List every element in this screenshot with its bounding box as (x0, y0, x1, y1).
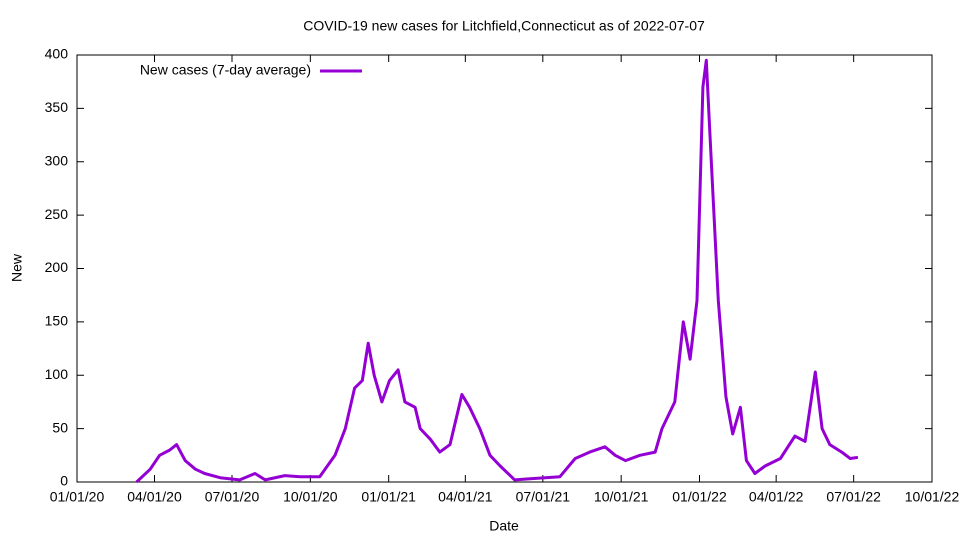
legend-label: New cases (7-day average) (140, 62, 311, 78)
y-tick-label: 0 (60, 473, 68, 489)
x-tick-label: 07/01/21 (516, 489, 571, 505)
x-tick-label: 01/01/20 (50, 489, 105, 505)
y-tick-label: 200 (45, 259, 69, 275)
plot-border (76, 54, 933, 483)
y-tick-label: 250 (45, 206, 69, 222)
x-tick-label: 10/01/21 (594, 489, 649, 505)
y-tick-label: 350 (45, 99, 69, 115)
y-tick-label: 50 (52, 419, 68, 435)
x-tick-label: 07/01/22 (826, 489, 881, 505)
y-tick-label: 300 (45, 152, 69, 168)
y-tick-label: 150 (45, 313, 69, 329)
x-tick-label: 07/01/20 (205, 489, 260, 505)
data-line (135, 58, 859, 484)
x-tick-label: 01/01/22 (672, 489, 727, 505)
y-tick-label: 400 (45, 46, 69, 62)
x-tick-label: 04/01/20 (127, 489, 182, 505)
x-tick-label: 10/01/22 (905, 489, 960, 505)
y-tick-label: 100 (45, 366, 69, 382)
y-axis-label: New (9, 253, 25, 282)
x-axis-label: Date (489, 518, 519, 534)
x-tick-label: 10/01/20 (283, 489, 338, 505)
x-tick-label: 04/01/21 (438, 489, 493, 505)
x-tick-label: 04/01/22 (749, 489, 804, 505)
x-tick-label: 01/01/21 (361, 489, 416, 505)
chart-title: COVID-19 new cases for Litchfield,Connec… (303, 18, 705, 34)
